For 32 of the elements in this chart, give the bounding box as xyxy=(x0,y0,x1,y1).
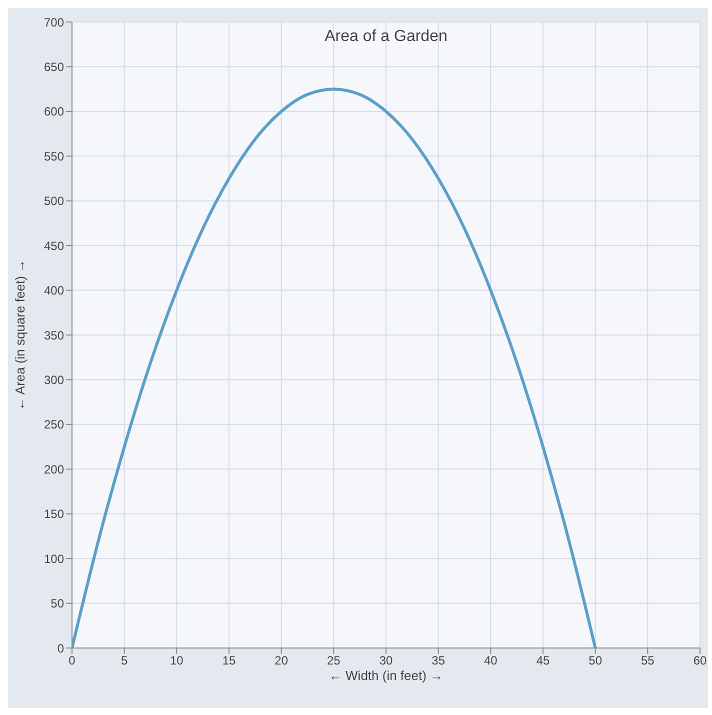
x-tick-label: 5 xyxy=(120,654,128,668)
y-tick-label: 550 xyxy=(44,149,64,164)
x-tick-label: 60 xyxy=(693,654,707,668)
chart-title: Area of a Garden xyxy=(324,28,448,46)
x-tick-label: 20 xyxy=(274,654,288,668)
x-tick-label: 15 xyxy=(222,654,236,668)
y-tick-label: 150 xyxy=(44,507,64,522)
y-tick-label: 500 xyxy=(44,194,64,208)
x-tick-label: 50 xyxy=(588,654,602,668)
y-tick-label: 700 xyxy=(44,15,64,30)
x-tick-label: 0 xyxy=(68,654,76,668)
y-tick-label: 600 xyxy=(44,104,64,119)
line-series xyxy=(72,88,597,648)
y-axis-title: ← Area (in square feet) → xyxy=(12,259,28,411)
y-tick-label: 300 xyxy=(44,372,64,387)
y-tick-label: 450 xyxy=(44,238,64,253)
x-tick-label: 35 xyxy=(432,654,446,668)
y-tick-label: 650 xyxy=(44,60,64,74)
x-tick-label: 30 xyxy=(379,654,393,668)
y-tick-label: 400 xyxy=(44,284,64,298)
x-tick-label: 10 xyxy=(170,654,184,668)
y-tick-label: 100 xyxy=(44,552,64,566)
x-tick-label: 25 xyxy=(326,654,341,668)
y-tick-label: 350 xyxy=(44,328,64,342)
y-tick-label: 0 xyxy=(57,641,64,656)
y-tick-label: 250 xyxy=(44,418,64,432)
x-tick-label: 40 xyxy=(484,654,498,668)
x-tick-label: 55 xyxy=(640,654,655,668)
y-tick-label: 50 xyxy=(50,596,64,611)
x-axis-title: ← Width (in feet) → xyxy=(328,668,444,683)
x-tick-label: 45 xyxy=(536,654,550,668)
y-tick-label: 200 xyxy=(44,462,64,476)
